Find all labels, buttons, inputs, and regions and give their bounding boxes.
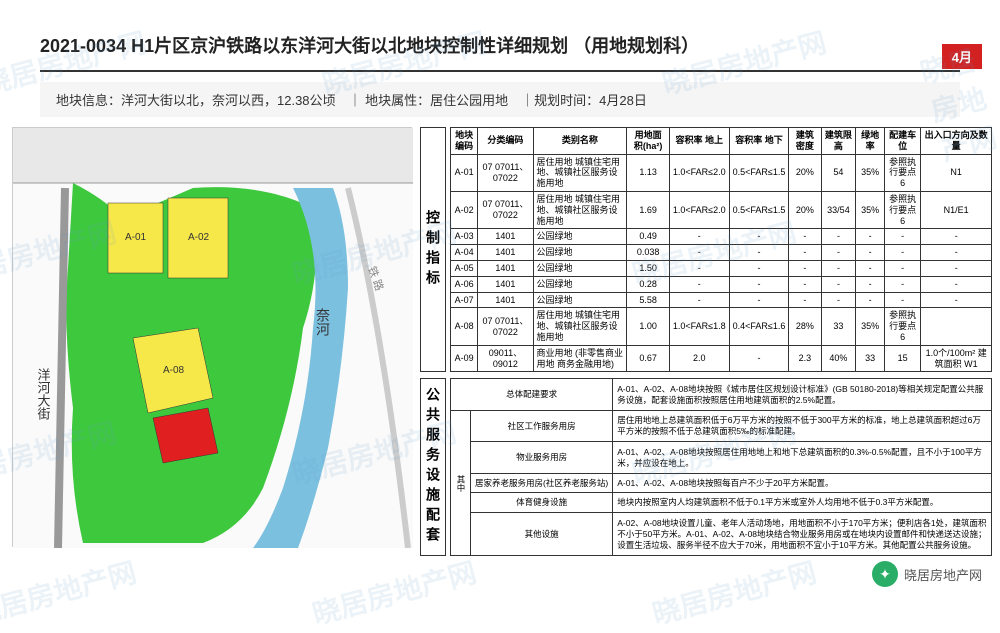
table-row: 其他设施A-02、A-08地块设置儿童、老年人活动场地，用地面积不小于170平方… bbox=[451, 512, 992, 555]
svg-text:奈河: 奈河 bbox=[315, 308, 331, 336]
table-row: 其中社区工作服务用房居住用地地上总建筑面积低于6万平方米的按照不低于300平方米… bbox=[451, 410, 992, 441]
side-label: 其中 bbox=[451, 410, 471, 556]
col-header: 用地面积(ha²) bbox=[627, 128, 670, 155]
table-row: A-031401公园绿地0.49------- bbox=[451, 229, 992, 245]
public-services-table: 总体配建要求A-01、A-02、A-08地块按照《城市居住区规划设计标准》(GB… bbox=[450, 378, 992, 556]
page-title: 2021-0034 H1片区京沪铁路以东洋河大街以北地块控制性详细规划 （用地规… bbox=[40, 32, 960, 58]
svg-text:A-08: A-08 bbox=[163, 365, 185, 376]
table-row: 总体配建要求A-01、A-02、A-08地块按照《城市居住区规划设计标准》(GB… bbox=[451, 379, 992, 410]
watermark: 晓居房地产网 bbox=[0, 551, 140, 633]
table-row: A-071401公园绿地5.58------- bbox=[451, 292, 992, 308]
table-row: A-061401公园绿地0.28------- bbox=[451, 276, 992, 292]
info-bar: 地块信息：洋河大街以北，奈河以西，12.38公顷 ｜ 地块属性：居住公园用地 ｜… bbox=[40, 82, 960, 117]
wechat-attribution: ✦ 晓居房地产网 bbox=[872, 561, 982, 587]
table-row: A-041401公园绿地0.038------- bbox=[451, 245, 992, 261]
col-header: 配建车位 bbox=[884, 128, 920, 155]
parcel-a09 bbox=[153, 408, 218, 463]
col-header: 出入口方向及数量 bbox=[921, 128, 992, 155]
table-row: 物业服务用房A-01、A-02、A-08地块按照居住用地地上和地下总建筑面积的0… bbox=[451, 442, 992, 473]
title-divider bbox=[40, 70, 960, 72]
planning-map: A-01 A-02 A-08 奈河 洋河大街 铁 路 bbox=[12, 127, 412, 547]
col-header: 地块编码 bbox=[451, 128, 478, 155]
table-row: 居家养老服务用房(社区养老服务站)A-01、A-02、A-08地块按照每百户不少… bbox=[451, 473, 992, 493]
wechat-icon: ✦ bbox=[872, 561, 898, 587]
section-label-control: 控制指标 bbox=[420, 127, 446, 372]
table-row: A-051401公园绿地1.50------- bbox=[451, 260, 992, 276]
col-header: 绿地率 bbox=[856, 128, 885, 155]
col-header: 建筑限高 bbox=[821, 128, 856, 155]
svg-text:A-02: A-02 bbox=[188, 232, 210, 243]
table-row: A-0807 07011、07022居住用地 城镇住宅用地、城镇社区服务设施用地… bbox=[451, 308, 992, 345]
control-indicators-table: 地块编码分类编码类别名称用地面积(ha²)容积率 地上容积率 地下建筑密度建筑限… bbox=[450, 127, 992, 372]
col-header: 分类编码 bbox=[478, 128, 533, 155]
table-row: 体育健身设施地块内按照室内人均建筑面积不低于0.1平方米或室外人均用地不低于0.… bbox=[451, 493, 992, 513]
col-header: 建筑密度 bbox=[789, 128, 821, 155]
watermark: 晓居房地产网 bbox=[648, 551, 821, 633]
svg-text:洋河大街: 洋河大街 bbox=[36, 368, 51, 420]
watermark: 晓居房地产网 bbox=[308, 551, 481, 633]
table-row: A-0909011、09012商业用地 (非零售商业用地 商务金融用地)0.67… bbox=[451, 345, 992, 372]
wechat-name: 晓居房地产网 bbox=[904, 565, 982, 584]
col-header: 类别名称 bbox=[533, 128, 627, 155]
table-row: A-0107 07011、07022居住用地 城镇住宅用地、城镇社区服务设施用地… bbox=[451, 154, 992, 191]
col-header: 容积率 地上 bbox=[669, 128, 729, 155]
table-row: A-0207 07011、07022居住用地 城镇住宅用地、城镇社区服务设施用地… bbox=[451, 191, 992, 228]
svg-text:A-01: A-01 bbox=[125, 232, 147, 243]
month-badge: 4月 bbox=[942, 44, 982, 69]
col-header: 容积率 地下 bbox=[729, 128, 789, 155]
section-label-services: 公共服务设施配套 bbox=[420, 378, 446, 556]
